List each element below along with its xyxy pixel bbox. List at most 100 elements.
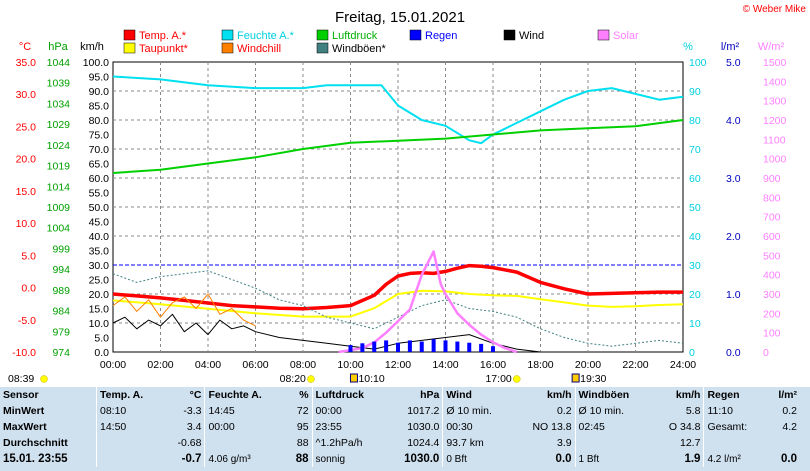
stats-table: Sensor Temp. A. °C Feuchte A. % Luftdruc… bbox=[0, 387, 800, 467]
min-press: 1017.2 bbox=[407, 405, 440, 417]
wind-tick-label: 35.0 bbox=[89, 246, 110, 258]
stats-avg-row: Durchschnitt -0.68 88 ^1.2hPa/h 1024.4 9… bbox=[0, 435, 800, 451]
rain-bar bbox=[455, 341, 460, 352]
max-wind: NO 13.8 bbox=[532, 421, 572, 433]
rain-bar bbox=[467, 342, 472, 352]
temp-tick-label: 5.0 bbox=[21, 250, 36, 262]
min-temp: -3.3 bbox=[183, 405, 202, 417]
avg-label: Durchschnitt bbox=[3, 437, 68, 449]
legend-label: Taupunkt* bbox=[139, 43, 189, 55]
rain-tick-label: 2.0 bbox=[726, 231, 741, 243]
legend-swatch bbox=[597, 29, 610, 41]
legend-swatch bbox=[316, 29, 329, 41]
chart-legend: Temp. A.* Feuchte A.* Luftdruck Regen Wind So… bbox=[123, 29, 639, 55]
legend-label: Windböen* bbox=[332, 43, 387, 55]
rain-bar bbox=[396, 342, 400, 352]
wind-tick-label: 25.0 bbox=[89, 275, 110, 287]
solar-tick-label: 400 bbox=[763, 270, 781, 282]
stats-max-row: MaxWert 14:50 3.4 00:00 95 23:55 1030.0 … bbox=[0, 419, 800, 435]
sunset-time: 17:00 bbox=[485, 373, 511, 385]
copyright-label: © Weber Mike bbox=[743, 4, 807, 15]
wind-tick-label: 0.0 bbox=[94, 347, 109, 359]
humidity-tick-label: 30 bbox=[689, 260, 701, 272]
header-hum: Feuchte A. bbox=[204, 387, 286, 403]
avg-press-trend: ^1.2hPa/h bbox=[311, 435, 387, 451]
current-temp: -0.7 bbox=[181, 453, 202, 465]
humidity-tick-label: 60 bbox=[689, 173, 701, 185]
min-press-time: 00:00 bbox=[311, 403, 387, 419]
series-line-windchill bbox=[112, 293, 256, 327]
legend-label: Luftdruck bbox=[332, 30, 378, 42]
temp-tick-label: 15.0 bbox=[16, 186, 37, 198]
marker-time-left: 08:39 bbox=[8, 373, 34, 385]
legend-swatch bbox=[409, 29, 422, 41]
legend-swatch bbox=[503, 29, 516, 41]
solar-tick-label: 0 bbox=[763, 347, 769, 359]
sunrise-time: 08:20 bbox=[280, 373, 306, 385]
solar-tick-label: 1000 bbox=[763, 154, 787, 166]
min-hum: 72 bbox=[296, 405, 309, 417]
solar-tick-label: 1300 bbox=[763, 96, 787, 108]
avg-hum: 88 bbox=[296, 437, 309, 449]
rain-bar bbox=[360, 343, 365, 352]
rain-tick-label: 0.0 bbox=[726, 347, 741, 359]
humidity-tick-label: 80 bbox=[689, 115, 701, 127]
header-sensor: Sensor bbox=[3, 389, 39, 401]
min-gust-label: Ø 10 min. bbox=[574, 403, 653, 419]
x-tick-label: 06:00 bbox=[242, 359, 268, 371]
rain-bar bbox=[384, 340, 389, 352]
pressure-tick-label: 1044 bbox=[47, 57, 71, 69]
legend-label: Regen bbox=[425, 30, 457, 42]
current-wind-bft: 0 Bft bbox=[442, 451, 514, 467]
avg-temp: -0.68 bbox=[177, 437, 202, 449]
x-tick-label: 16:00 bbox=[480, 359, 506, 371]
wind-tick-label: 75.0 bbox=[89, 130, 110, 142]
avg-wind-dist: 93.7 km bbox=[442, 435, 514, 451]
max-gust-time: 02:45 bbox=[574, 419, 653, 435]
rain-tick-label: 4.0 bbox=[726, 115, 741, 127]
series-line-luftdruck bbox=[112, 119, 684, 174]
max-temp-time: 14:50 bbox=[95, 419, 164, 435]
header-hum-unit: % bbox=[299, 389, 309, 401]
legend-swatch bbox=[221, 29, 234, 41]
rain-bar bbox=[407, 340, 412, 352]
rain-tick-label: 3.0 bbox=[726, 173, 741, 185]
series-line-taupunkt bbox=[112, 289, 684, 318]
current-wind: 0.0 bbox=[555, 453, 572, 465]
moonset-icon bbox=[571, 373, 580, 383]
humidity-axis-label: % bbox=[683, 41, 693, 53]
avg-press: 1024.4 bbox=[407, 437, 440, 449]
legend-swatch bbox=[316, 42, 329, 54]
x-tick-label: 10:00 bbox=[337, 359, 363, 371]
x-tick-label: 12:00 bbox=[385, 359, 411, 371]
wind-tick-label: 5.0 bbox=[94, 333, 109, 345]
solar-tick-label: 800 bbox=[763, 192, 781, 204]
chart-title: Freitag, 15.01.2021 bbox=[335, 9, 465, 26]
avg-gust: 12.7 bbox=[680, 437, 701, 449]
series-layer bbox=[112, 75, 684, 354]
current-hum-abs: 4.06 g/m³ bbox=[204, 451, 286, 467]
rain-tick-label: 1.0 bbox=[726, 289, 741, 301]
min-temp-time: 08:10 bbox=[95, 403, 164, 419]
temp-tick-label: -5.0 bbox=[18, 315, 36, 327]
header-temp-unit: °C bbox=[189, 389, 202, 401]
moonset-time: 19:30 bbox=[580, 373, 606, 385]
humidity-tick-label: 100 bbox=[689, 57, 707, 69]
temp-tick-label: 10.0 bbox=[16, 218, 37, 230]
solar-tick-label: 100 bbox=[763, 328, 781, 340]
humidity-tick-label: 50 bbox=[689, 202, 701, 214]
current-gust: 1.9 bbox=[684, 453, 701, 465]
rain-tick-label: 5.0 bbox=[726, 57, 741, 69]
pressure-tick-label: 1019 bbox=[47, 161, 71, 173]
x-tick-label: 24:00 bbox=[670, 359, 696, 371]
x-tick-label: 22:00 bbox=[622, 359, 648, 371]
pressure-tick-label: 994 bbox=[52, 264, 70, 276]
x-tick-label: 14:00 bbox=[432, 359, 458, 371]
sunrise-icon bbox=[307, 375, 315, 383]
wind-tick-label: 40.0 bbox=[89, 231, 110, 243]
humidity-tick-label: 10 bbox=[689, 318, 701, 330]
humidity-tick-label: 0 bbox=[689, 347, 695, 359]
pressure-tick-label: 1029 bbox=[47, 119, 71, 131]
moonrise-time: 10:10 bbox=[358, 373, 384, 385]
sunset-icon bbox=[513, 375, 521, 383]
